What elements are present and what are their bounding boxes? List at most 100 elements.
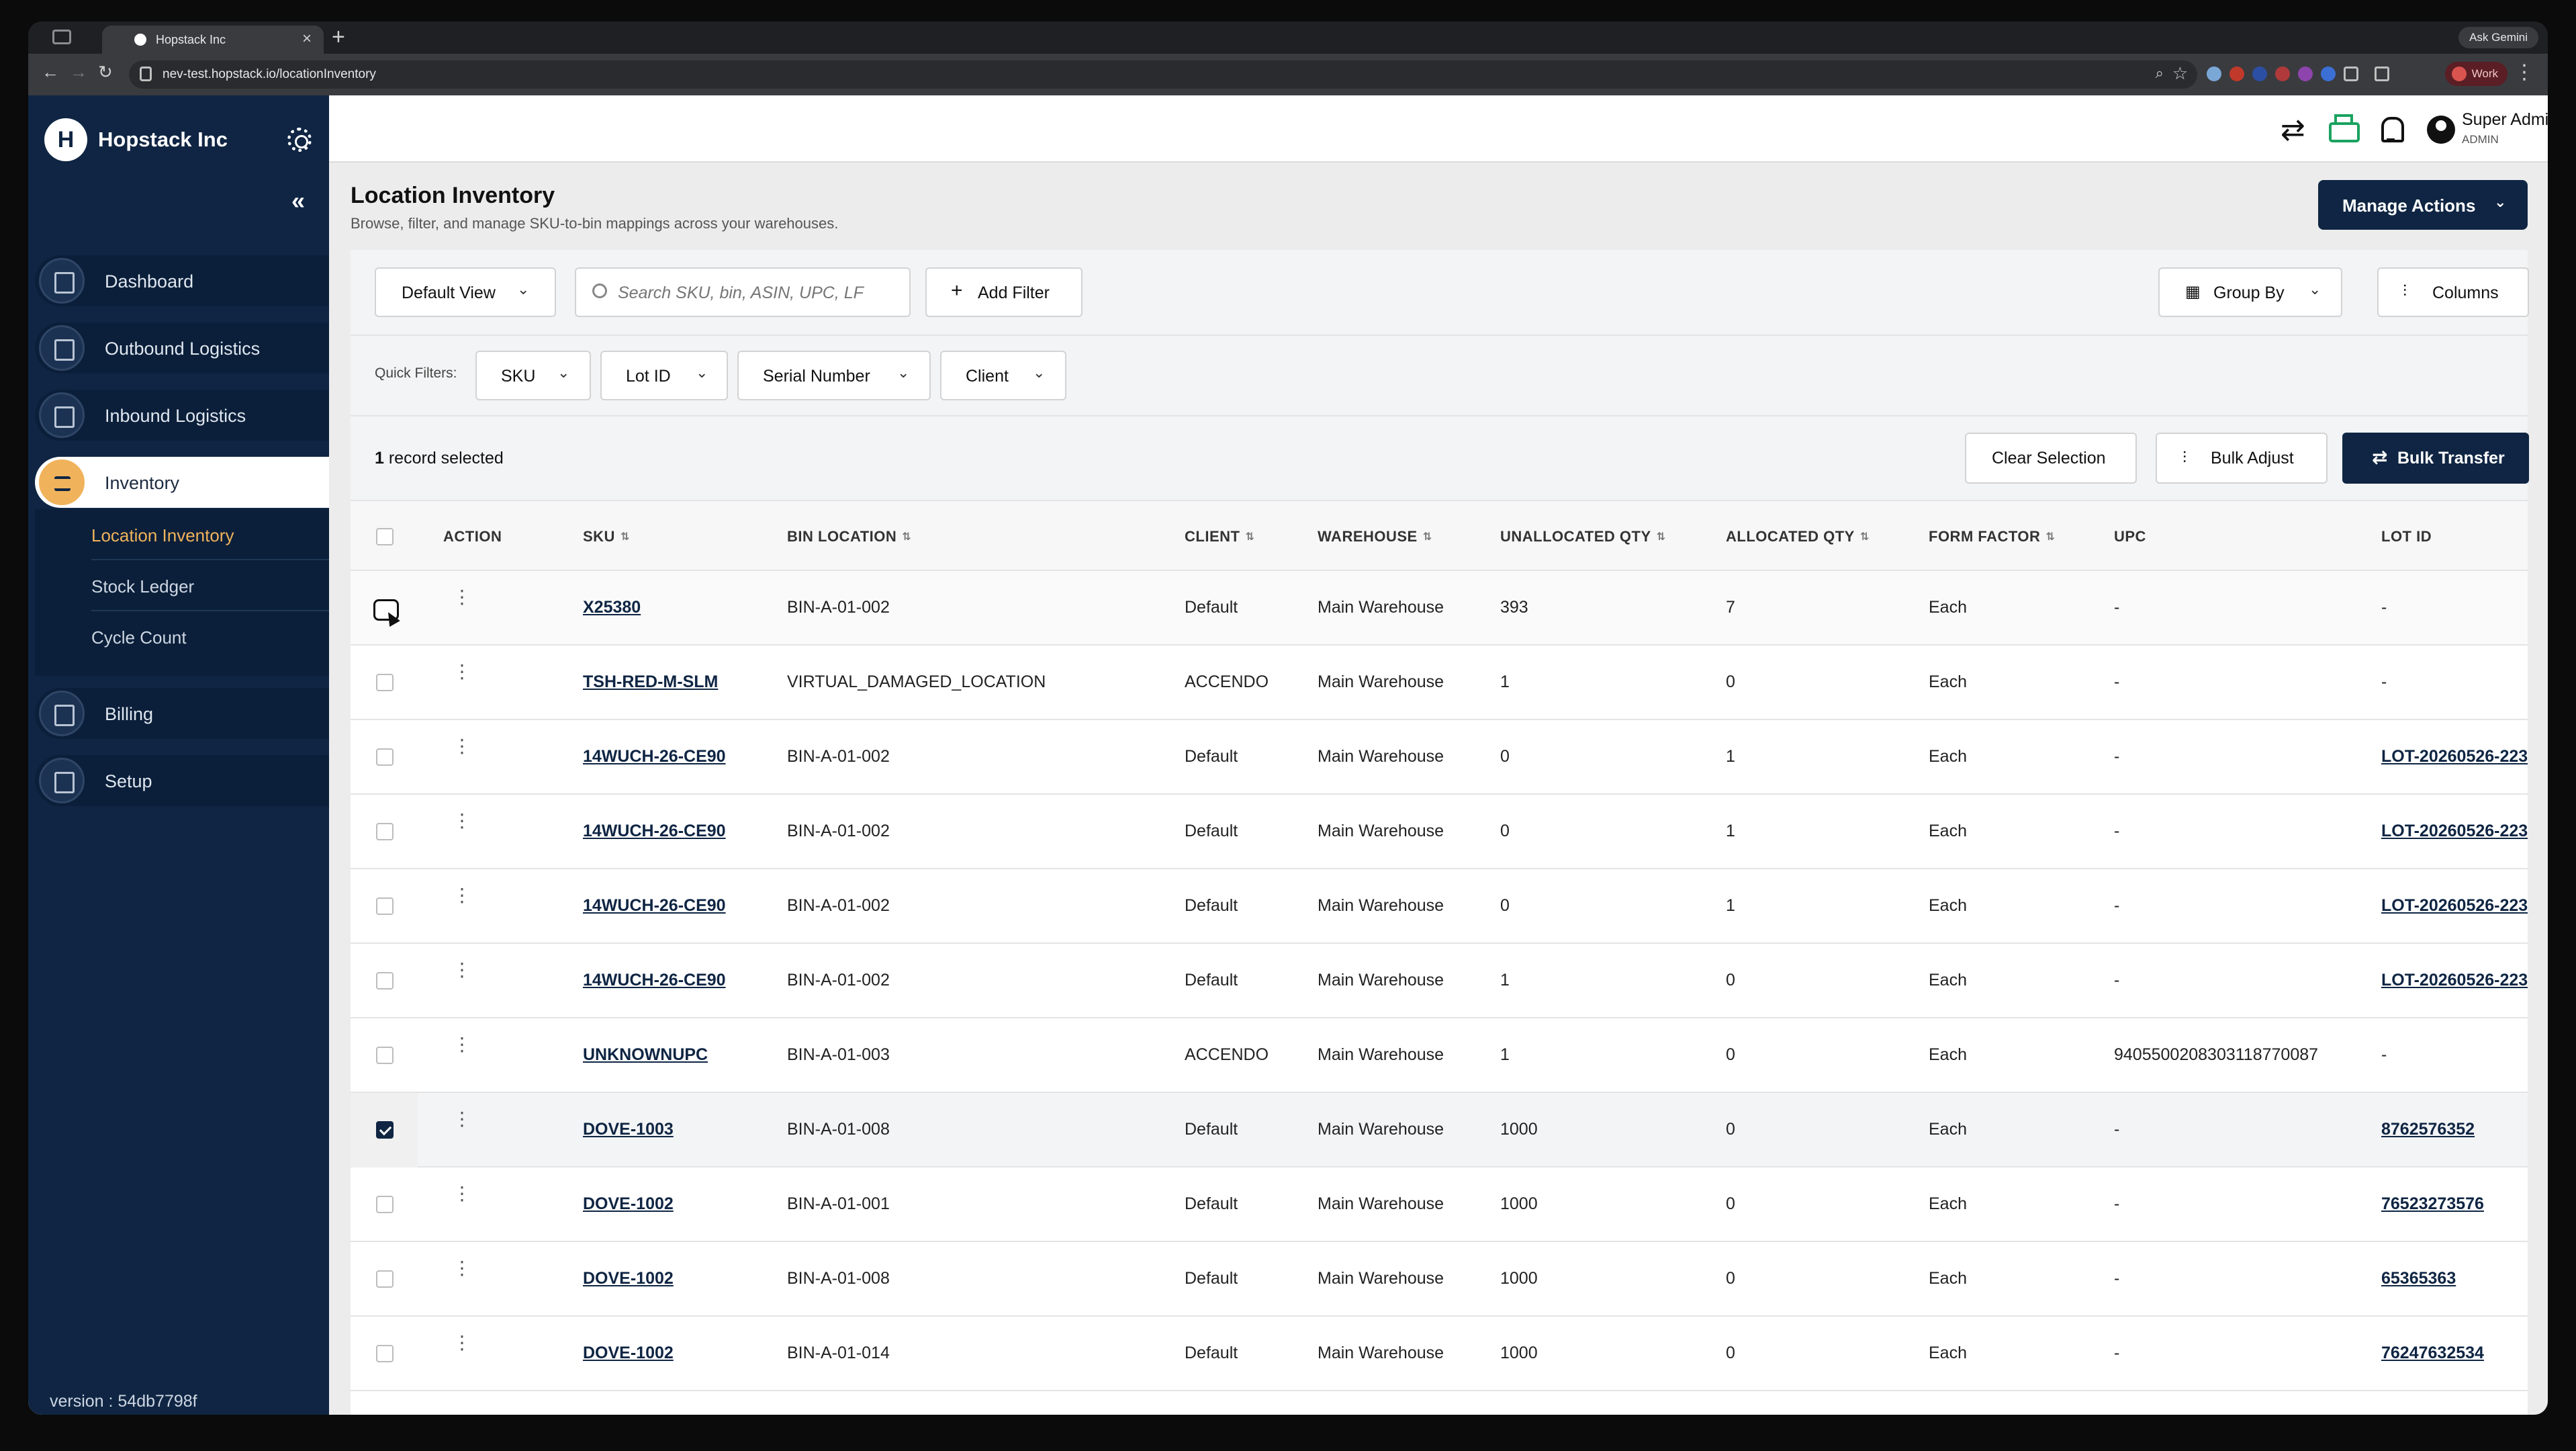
row-actions-icon[interactable]: ⋮ xyxy=(453,1108,471,1129)
extension-icon[interactable] xyxy=(2321,67,2336,81)
back-icon[interactable]: ← xyxy=(42,62,59,82)
row-checkbox[interactable] xyxy=(376,897,394,915)
quick-filter-serial-number[interactable]: Serial Number ⌄ xyxy=(737,351,931,400)
bell-icon[interactable] xyxy=(2375,113,2407,145)
row-actions-icon[interactable]: ⋮ xyxy=(453,661,471,682)
split-view-icon[interactable] xyxy=(2375,67,2389,81)
quick-filter-sku[interactable]: SKU ⌄ xyxy=(475,351,591,400)
add-filter-button[interactable]: + Add Filter xyxy=(925,267,1083,317)
table-row[interactable]: ⋮ 14WUCH-26-CE90 BIN-A-01-002 Default Main W… xyxy=(351,720,2528,795)
quick-filter-lot-id[interactable]: Lot ID ⌄ xyxy=(600,351,728,400)
column-header-client[interactable]: CLIENT ⇅ xyxy=(1185,528,1254,545)
group-by-dropdown[interactable]: ▦ Group By ⌄ xyxy=(2158,267,2342,317)
site-info-icon[interactable] xyxy=(140,67,152,81)
cell-lot[interactable]: 65365363 xyxy=(2381,1269,2456,1288)
row-checkbox[interactable] xyxy=(376,1047,394,1064)
extension-icon[interactable] xyxy=(2298,67,2313,81)
close-tab-icon[interactable]: × xyxy=(302,30,312,48)
cell-sku[interactable]: TSH-RED-M-SLM xyxy=(583,672,719,691)
column-header-allocated-qty[interactable]: ALLOCATED QTY ⇅ xyxy=(1726,528,1870,545)
column-header-warehouse[interactable]: WAREHOUSE ⇅ xyxy=(1318,528,1432,545)
table-row[interactable]: ⋮ 14WUCH-26-CE90 BIN-A-01-002 Default Main W… xyxy=(351,944,2528,1018)
collapse-sidebar-icon[interactable]: « xyxy=(291,187,306,214)
clear-selection-button[interactable]: Clear Selection xyxy=(1965,433,2137,484)
extension-icon[interactable] xyxy=(2252,67,2267,81)
zoom-icon[interactable]: ⌕ xyxy=(2155,64,2164,81)
cell-lot[interactable]: LOT-20260526-2233 xyxy=(2381,896,2528,915)
column-header-form-factor[interactable]: FORM FACTOR ⇅ xyxy=(1929,528,2055,545)
browser-tab[interactable]: Hopstack Inc × xyxy=(102,26,324,54)
row-checkbox[interactable] xyxy=(376,1196,394,1213)
row-actions-icon[interactable]: ⋮ xyxy=(453,586,471,607)
row-checkbox[interactable] xyxy=(373,599,399,621)
address-bar[interactable]: nev-test.hopstack.io/locationInventory ⌕… xyxy=(129,60,2197,89)
column-header-sku[interactable]: SKU ⇅ xyxy=(583,528,630,545)
row-actions-icon[interactable]: ⋮ xyxy=(453,1034,471,1055)
user-name[interactable]: Super Admin xyxy=(2462,110,2548,129)
row-actions-icon[interactable]: ⋮ xyxy=(453,1258,471,1278)
cell-sku[interactable]: UNKNOWNUPC xyxy=(583,1045,708,1064)
cell-lot[interactable]: LOT-20260526-2233 xyxy=(2381,747,2528,766)
table-row[interactable]: ⋮ 14WUCH-26-CE90 BIN-A-01-002 Default Main W… xyxy=(351,795,2528,869)
select-all-checkbox[interactable] xyxy=(376,528,394,545)
sort-icon[interactable]: ⇅ xyxy=(902,531,912,543)
puzzle-icon[interactable] xyxy=(2344,67,2358,81)
row-actions-icon[interactable]: ⋮ xyxy=(453,810,471,831)
row-actions-icon[interactable]: ⋮ xyxy=(453,885,471,906)
row-checkbox[interactable] xyxy=(376,1121,394,1139)
row-checkbox[interactable] xyxy=(376,1270,394,1288)
cell-sku[interactable]: DOVE-1002 xyxy=(583,1344,674,1362)
table-row[interactable]: ⋮ X25380 BIN-A-01-002 Default Main Warehouse… xyxy=(351,571,2528,646)
gear-icon[interactable] xyxy=(287,128,312,152)
sidebar-item-outbound-logistics[interactable]: Outbound Logistics xyxy=(35,322,329,373)
sort-icon[interactable]: ⇅ xyxy=(1859,531,1870,543)
column-header-bin-location[interactable]: BIN LOCATION ⇅ xyxy=(787,528,911,545)
cell-lot[interactable]: 76523273576 xyxy=(2381,1194,2484,1213)
sort-icon[interactable]: ⇅ xyxy=(1422,531,1432,543)
table-row[interactable]: ⋮ DOVE-1002 BIN-A-01-008 Default Main Wareho… xyxy=(351,1242,2528,1317)
avatar[interactable] xyxy=(2427,116,2455,144)
sidebar-item-billing[interactable]: Billing xyxy=(35,688,329,739)
reload-icon[interactable]: ↻ xyxy=(98,62,113,82)
cell-sku[interactable]: DOVE-1002 xyxy=(583,1269,674,1288)
forward-icon[interactable]: → xyxy=(70,62,87,82)
table-row[interactable]: ⋮ UNKNOWNUPC BIN-A-01-003 ACCENDO Main Wareh… xyxy=(351,1018,2528,1093)
sort-icon[interactable]: ⇅ xyxy=(2045,531,2056,543)
table-row[interactable]: ⋮ DOVE-1002 BIN-A-01-001 Default Main Wareho… xyxy=(351,1168,2528,1242)
sort-icon[interactable]: ⇅ xyxy=(620,531,630,543)
sidebar-item-dashboard[interactable]: Dashboard xyxy=(35,255,329,306)
extension-icon[interactable] xyxy=(2229,67,2244,81)
cell-lot[interactable]: LOT-20260526-2233 xyxy=(2381,971,2528,990)
default-view-dropdown[interactable]: Default View ⌄ xyxy=(375,267,556,317)
extension-icon[interactable] xyxy=(2275,67,2290,81)
ask-gemini-button[interactable]: Ask Gemini xyxy=(2458,27,2538,48)
cell-sku[interactable]: X25380 xyxy=(583,598,641,617)
columns-button[interactable]: ⫶ Columns xyxy=(2377,267,2529,317)
cell-lot[interactable]: LOT-20260526-2233 xyxy=(2381,822,2528,840)
cell-lot[interactable]: 8762576352 xyxy=(2381,1120,2475,1139)
swap-icon[interactable]: ⇄ xyxy=(2281,114,2305,146)
cell-sku[interactable]: 14WUCH-26-CE90 xyxy=(583,971,726,990)
bulk-transfer-button[interactable]: ⇄ Bulk Transfer xyxy=(2342,433,2529,484)
table-row[interactable]: ⋮ 14WUCH-26-CE90 BIN-A-01-002 Default Main W… xyxy=(351,869,2528,944)
search-input[interactable] xyxy=(618,281,900,305)
row-checkbox[interactable] xyxy=(376,748,394,766)
sort-icon[interactable]: ⇅ xyxy=(1656,531,1666,543)
column-header-unallocated-qty[interactable]: UNALLOCATED QTY ⇅ xyxy=(1500,528,1666,545)
new-tab-icon[interactable]: + xyxy=(332,24,345,50)
row-actions-icon[interactable]: ⋮ xyxy=(453,1183,471,1204)
row-actions-icon[interactable]: ⋮ xyxy=(453,959,471,980)
table-row[interactable]: ⋮ DOVE-1002 BIN-A-01-014 Default Main Wareho… xyxy=(351,1317,2528,1391)
sidebar-item-inbound-logistics[interactable]: Inbound Logistics xyxy=(35,390,329,441)
tab-search-icon[interactable] xyxy=(52,30,71,44)
sidebar-item-setup[interactable]: Setup xyxy=(35,755,329,806)
cell-sku[interactable]: DOVE-1002 xyxy=(583,1194,674,1213)
row-checkbox[interactable] xyxy=(376,674,394,691)
search-box[interactable] xyxy=(575,267,911,317)
printer-icon[interactable] xyxy=(2326,113,2360,145)
row-checkbox[interactable] xyxy=(376,972,394,990)
sidebar-item-inventory[interactable]: Inventory xyxy=(35,457,329,508)
row-actions-icon[interactable]: ⋮ xyxy=(453,1332,471,1353)
cell-sku[interactable]: 14WUCH-26-CE90 xyxy=(583,896,726,915)
manage-actions-button[interactable]: Manage Actions ⌄ xyxy=(2318,180,2528,230)
